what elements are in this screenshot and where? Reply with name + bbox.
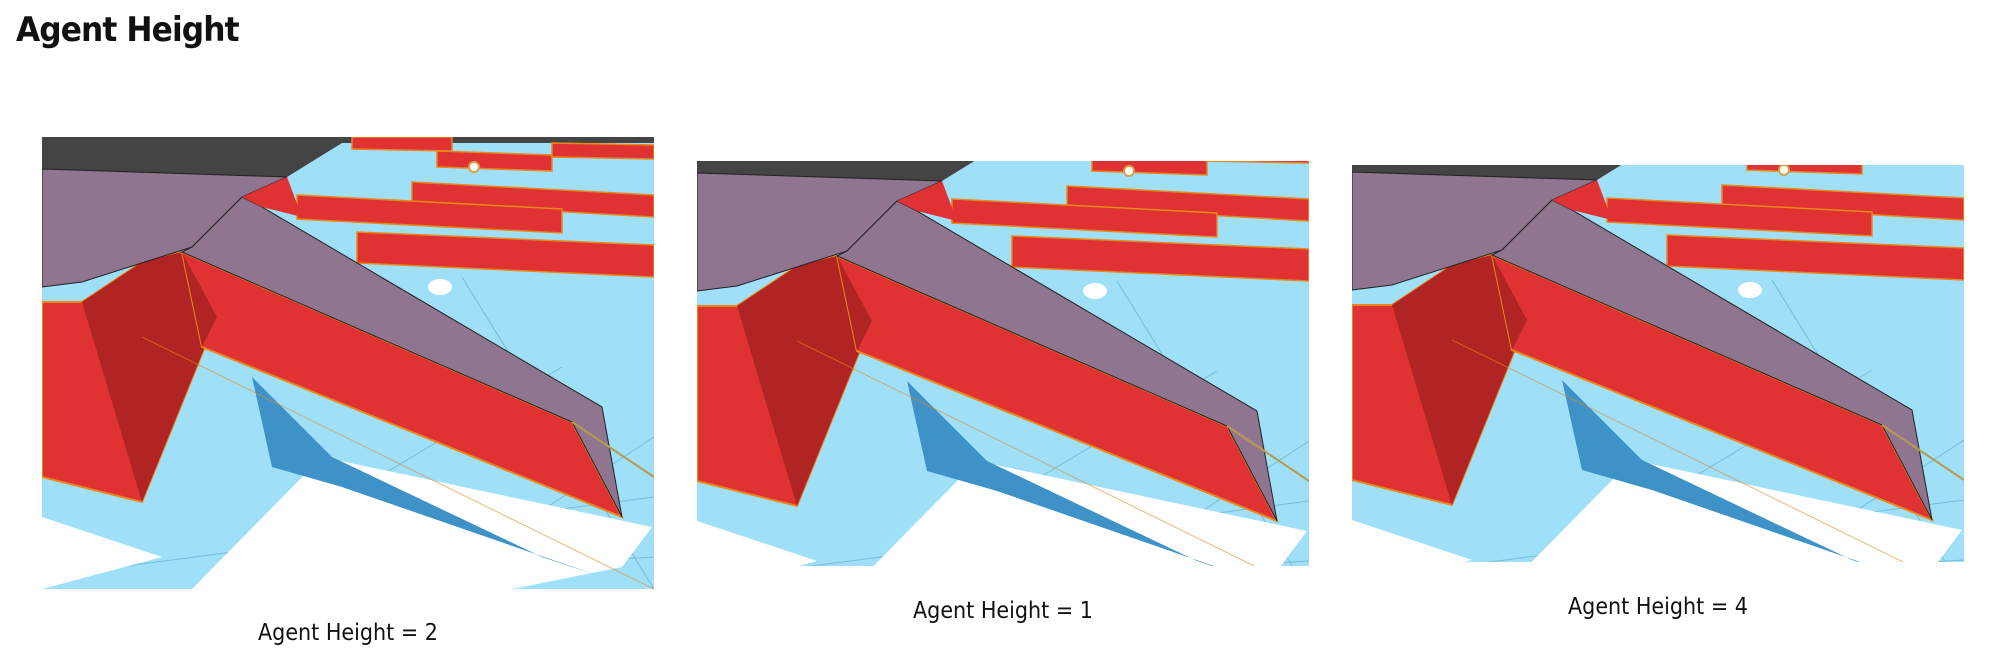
page-title: Agent Height (16, 10, 240, 50)
figure-caption: Agent Height = 1 (913, 598, 1093, 624)
figure-caption: Agent Height = 2 (258, 620, 438, 646)
agent-height-2-screenshot (42, 137, 654, 589)
figure-caption: Agent Height = 4 (1568, 594, 1748, 620)
agent-height-4-screenshot (1352, 165, 1964, 562)
agent-height-1-screenshot (697, 161, 1309, 566)
